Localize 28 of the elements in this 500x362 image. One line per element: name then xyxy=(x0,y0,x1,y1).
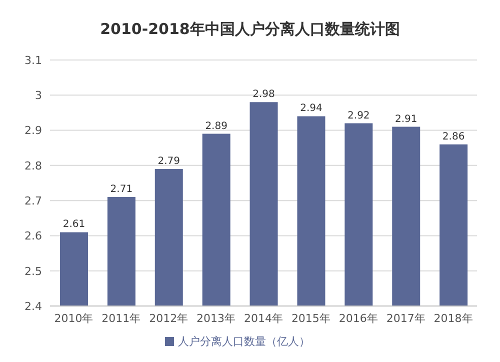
x-tick-label: 2010年 xyxy=(54,312,94,325)
y-tick-label: 2.6 xyxy=(24,230,42,243)
chart-title: 2010-2018年中国人户分离人口数量统计图 xyxy=(99,19,401,40)
legend-label: 人户分离人口数量（亿人） xyxy=(178,335,310,348)
y-tick-label: 2.9 xyxy=(24,124,42,138)
data-label: 2.91 xyxy=(394,114,418,125)
x-tick-label: 2014年 xyxy=(244,312,283,325)
y-tick-label: 2.5 xyxy=(24,264,42,278)
x-tick-label: 2012年 xyxy=(149,312,188,325)
data-label: 2.94 xyxy=(300,103,322,114)
x-tick-label: 2018年 xyxy=(434,312,473,325)
data-label: 2.71 xyxy=(110,184,133,196)
data-label: 2.98 xyxy=(252,89,275,100)
data-label: 2.79 xyxy=(158,156,180,167)
x-tick-label: 2011年 xyxy=(102,312,141,325)
x-tick-label: 2015年 xyxy=(291,312,330,325)
y-tick-label: 3.1 xyxy=(24,54,42,67)
y-tick-label: 3 xyxy=(35,89,42,102)
y-tick-label: 2.4 xyxy=(24,300,42,313)
x-tick-label: 2013年 xyxy=(196,312,236,325)
y-tick-label: 2.7 xyxy=(24,194,42,208)
data-label: 2.61 xyxy=(62,219,86,230)
data-label: 2.86 xyxy=(442,131,465,142)
data-label: 2.89 xyxy=(205,120,228,132)
x-tick-label: 2016年 xyxy=(338,312,378,325)
data-label: 2.92 xyxy=(348,110,370,122)
y-tick-label: 2.8 xyxy=(24,159,42,172)
x-tick-label: 2017年 xyxy=(386,312,426,325)
